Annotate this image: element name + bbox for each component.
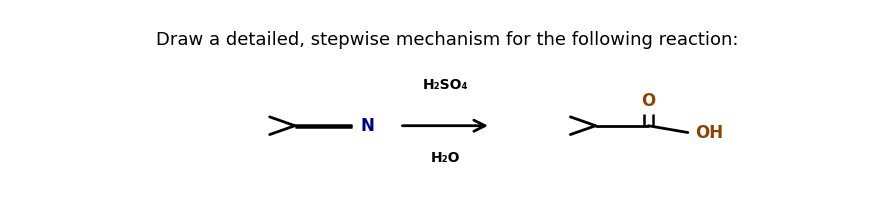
Text: H₂O: H₂O <box>431 151 460 165</box>
Text: O: O <box>641 92 656 111</box>
Text: H₂SO₄: H₂SO₄ <box>422 78 468 92</box>
Text: Draw a detailed, stepwise mechanism for the following reaction:: Draw a detailed, stepwise mechanism for … <box>155 31 739 49</box>
Text: N: N <box>360 117 374 135</box>
Text: OH: OH <box>695 124 723 141</box>
